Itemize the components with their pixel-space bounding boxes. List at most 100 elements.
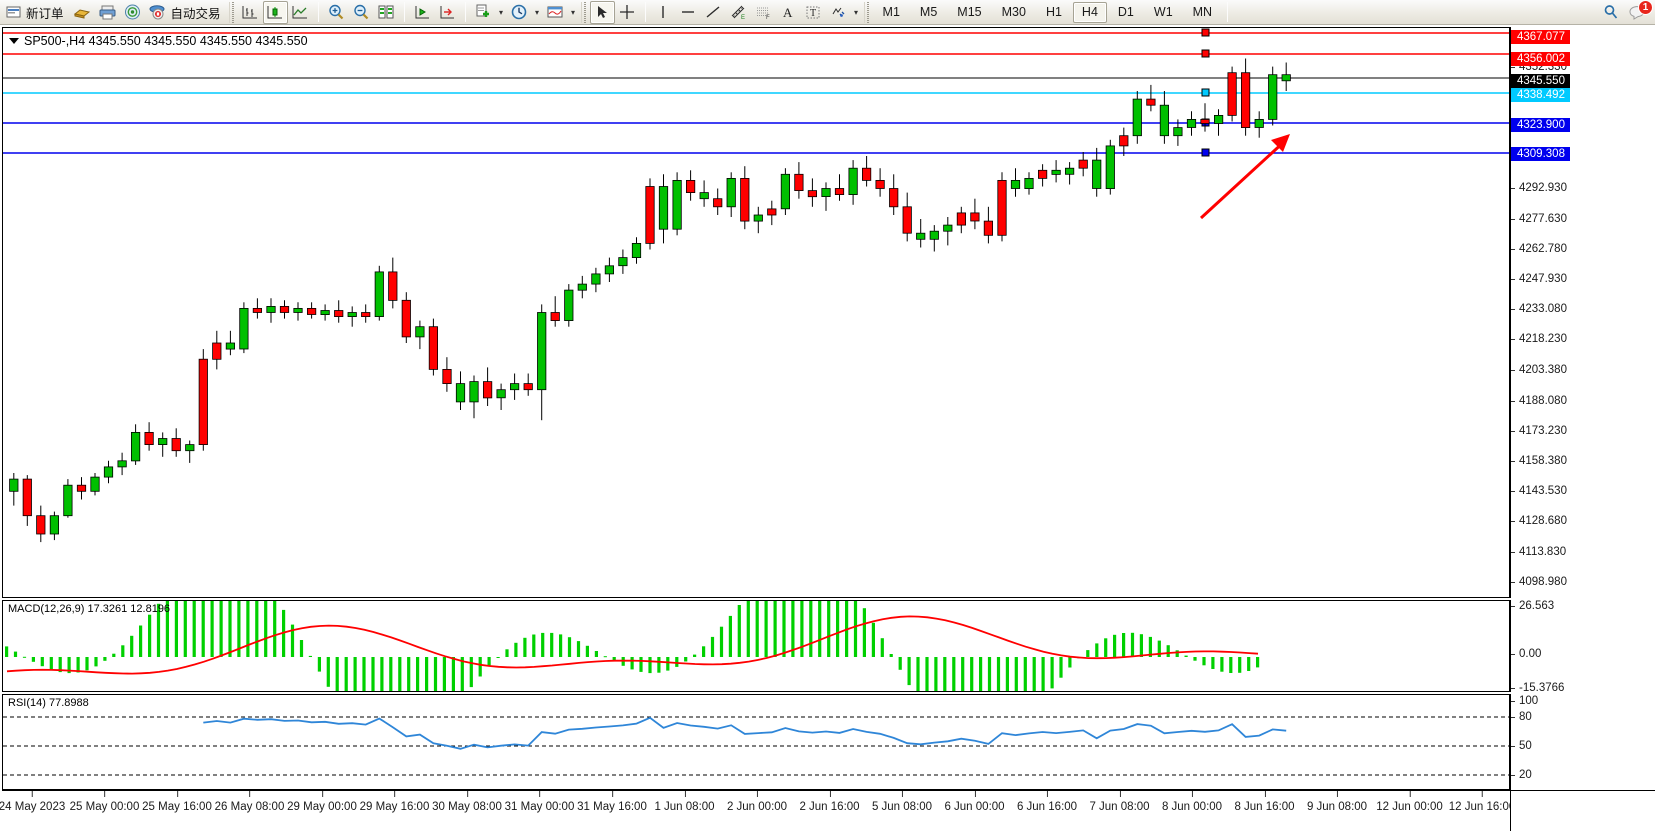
macd-histogram-bar xyxy=(871,622,875,657)
time-tick: 26 May 08:00 xyxy=(214,791,285,813)
bar-chart-button[interactable] xyxy=(238,1,263,24)
text-button[interactable]: A xyxy=(776,1,801,24)
timeframe-m15[interactable]: M15 xyxy=(957,4,982,19)
timeframe-m30[interactable]: M30 xyxy=(1001,4,1026,19)
macd-tick-zero: 0.00 xyxy=(1511,648,1541,660)
resistance-line-label[interactable]: 4356.002 xyxy=(1511,52,1570,67)
macd-histogram-bar xyxy=(5,646,9,657)
macd-histogram-bar xyxy=(165,601,169,657)
time-scale[interactable]: 24 May 2023 25 May 00:00 25 May 16:00 26 Ma… xyxy=(0,790,1515,831)
templates-dropdown-caret[interactable]: ▾ xyxy=(571,7,576,17)
macd-histogram-bar xyxy=(469,657,473,688)
chart-shift-button[interactable] xyxy=(410,1,435,24)
signal-button[interactable] xyxy=(120,1,145,24)
price-scale[interactable]: 4352.3304345.5504337.4804322.6304307.780… xyxy=(1510,27,1655,598)
macd-histogram-bar xyxy=(1122,633,1126,657)
support-line-label[interactable]: 4323.900 xyxy=(1511,117,1570,132)
timeframe-group: M1 M5 M15 M30 H1 H4 D1 W1 MN xyxy=(873,1,1223,23)
chevron-down-icon[interactable] xyxy=(9,38,19,44)
line-chart-icon xyxy=(292,6,308,19)
indicators-button[interactable] xyxy=(471,1,496,24)
price-pane[interactable]: SP500-,H4 4345.550 4345.550 4345.550 434… xyxy=(2,27,1510,598)
objects-dropdown-caret[interactable]: ▾ xyxy=(854,7,859,17)
macd-histogram-bar xyxy=(550,632,554,657)
macd-histogram-bar xyxy=(567,637,572,657)
macd-pane[interactable]: MACD(12,26,9) 17.3261 12.8196 xyxy=(2,600,1510,692)
timeframe-m5[interactable]: M5 xyxy=(919,4,938,19)
vline-icon xyxy=(662,6,664,18)
zoom-in-button[interactable] xyxy=(324,1,349,24)
zoom-out-button[interactable] xyxy=(349,1,374,24)
print-button[interactable] xyxy=(95,1,120,24)
templates-button[interactable] xyxy=(543,1,568,24)
auto-scroll-button[interactable] xyxy=(435,1,460,24)
periods-dropdown-caret[interactable]: ▾ xyxy=(535,7,540,17)
time-tick: 31 May 16:00 xyxy=(577,791,647,813)
svg-text:T: T xyxy=(810,8,816,19)
macd-histogram-bar xyxy=(1157,640,1161,657)
macd-histogram-bar xyxy=(344,657,348,691)
macd-histogram-bar xyxy=(594,651,598,657)
macd-histogram-bar xyxy=(693,654,697,657)
horizontal-line-button[interactable] xyxy=(676,1,701,24)
timeframe-mn[interactable]: MN xyxy=(1192,4,1213,19)
timeframe-m1[interactable]: M1 xyxy=(882,4,900,19)
vertical-line-button[interactable] xyxy=(651,1,676,24)
macd-histogram-bar xyxy=(1041,657,1045,691)
timeframe-w1[interactable]: W1 xyxy=(1153,4,1173,19)
macd-histogram-bar xyxy=(425,657,429,691)
macd-label: MACD(12,26,9) 17.3261 12.8196 xyxy=(8,603,171,615)
macd-histogram-bar xyxy=(996,657,1001,691)
timeframe-h1[interactable]: H1 xyxy=(1045,4,1062,19)
cursor-button[interactable] xyxy=(589,0,615,24)
macd-histogram-bar xyxy=(773,601,777,657)
equidistant-channel-button[interactable]: E xyxy=(726,1,751,24)
candlestick-button[interactable] xyxy=(262,0,288,24)
zoom-in-icon xyxy=(329,4,344,20)
entry-line-label[interactable]: 4338.492 xyxy=(1511,88,1570,103)
objects-icon xyxy=(832,7,845,17)
macd-histogram-bar xyxy=(246,601,250,657)
macd-histogram-bar xyxy=(1229,657,1233,673)
new-order-button[interactable]: 新订单 xyxy=(2,1,70,24)
text-label-icon: T xyxy=(806,6,820,19)
macd-signal-line xyxy=(6,615,1259,675)
timeframe-h4[interactable]: H4 xyxy=(1072,1,1107,23)
periods-button[interactable] xyxy=(507,1,532,24)
time-tick: 29 May 00:00 xyxy=(287,791,357,813)
gold-bars-icon xyxy=(73,9,90,19)
gold-bars-button[interactable] xyxy=(70,1,95,24)
macd-histogram-bar xyxy=(353,657,357,691)
auto-trading-button[interactable]: 自动交易 xyxy=(145,1,227,24)
resistance-line-label[interactable]: 4367.077 xyxy=(1511,29,1570,44)
macd-histogram-bar xyxy=(255,601,259,657)
timeframe-d1[interactable]: D1 xyxy=(1117,4,1134,19)
rsi-pane[interactable]: RSI(14) 77.8988 xyxy=(2,694,1510,790)
tile-windows-button[interactable] xyxy=(374,1,399,24)
macd-histogram-bar xyxy=(710,636,715,657)
macd-histogram xyxy=(5,601,1260,691)
fibonacci-button[interactable]: F xyxy=(751,1,776,24)
trendline-button[interactable] xyxy=(701,1,726,24)
indicators-dropdown-caret[interactable]: ▾ xyxy=(499,7,504,17)
time-tick: 2 Jun 16:00 xyxy=(799,791,860,813)
text-icon: A xyxy=(783,5,793,20)
text-label-button[interactable]: T xyxy=(801,1,826,24)
line-chart-button[interactable] xyxy=(288,1,313,24)
equidistant-channel-icon: E xyxy=(731,5,745,21)
chart-workspace: SP500-,H4 4345.550 4345.550 4345.550 434… xyxy=(0,25,1655,831)
macd-histogram-bar xyxy=(76,657,80,673)
support-line-label[interactable]: 4309.308 xyxy=(1511,147,1570,162)
macd-histogram-bar xyxy=(585,645,589,657)
toolbar-separator xyxy=(644,2,646,22)
macd-histogram-bar xyxy=(290,624,295,657)
rsi-tick-100: 100 xyxy=(1511,695,1538,707)
crosshair-button[interactable] xyxy=(615,1,640,24)
arrow-annotation[interactable] xyxy=(1199,134,1290,220)
notifications-button[interactable]: 1 xyxy=(1623,0,1653,24)
current-price-label[interactable]: 4345.550 xyxy=(1511,73,1570,88)
objects-button[interactable] xyxy=(826,1,851,24)
toolbar-separator xyxy=(403,2,405,22)
macd-histogram-bar xyxy=(496,657,500,658)
search-button[interactable] xyxy=(1598,1,1623,24)
